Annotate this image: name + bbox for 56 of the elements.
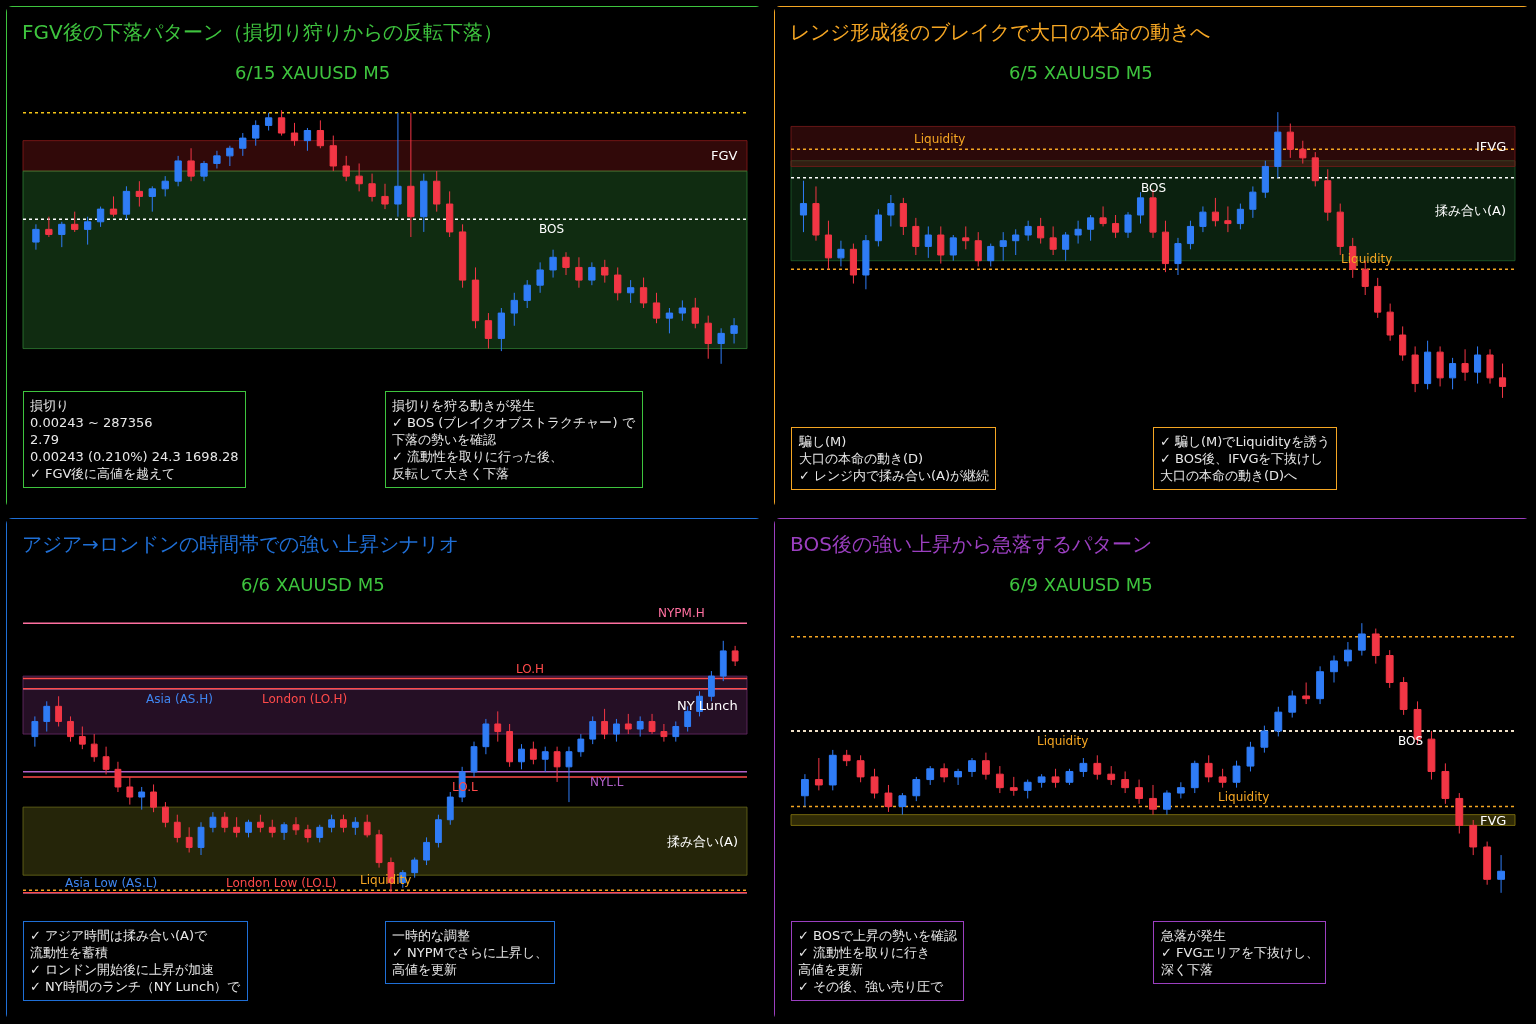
text: 流動性を蓄積 xyxy=(30,944,108,960)
text: ✓ 騙し(M)でLiquidityを誘う xyxy=(1160,434,1330,449)
text: ✓ その後、強い売り圧で xyxy=(798,978,945,994)
text: 0.00243 (0.210%) 24.3 1698.28 xyxy=(30,448,239,464)
text: 急落が発生 xyxy=(1160,928,1226,943)
text: 損切り xyxy=(30,398,69,413)
chart-subtitle: 6/9 XAUUSD M5 xyxy=(1009,574,1153,595)
ref-line-label: London Low (LO.L) xyxy=(226,876,337,890)
text: 一時的な調整 xyxy=(392,928,470,943)
text: ✓ FVGエリアを下抜けし、 xyxy=(1161,944,1320,960)
ref-line-label: Asia (AS.H) xyxy=(146,692,213,706)
ref-line-label: London (LO.H) xyxy=(262,692,348,706)
text: ✓ BOS (ブレイクオブストラクチャー) で xyxy=(392,414,636,430)
chart-title: FGV後の下落パターン（損切り狩りからの反転下落） xyxy=(22,19,503,44)
text: ✓ FGV後に高値を越えて xyxy=(30,465,176,481)
band-label: 揉み合い(A) xyxy=(667,834,739,849)
text: 反転して大きく下落 xyxy=(392,465,509,481)
ref-line-label: LO.H xyxy=(516,662,545,676)
text: 2.79 xyxy=(30,431,59,447)
ref-line-label: BOS xyxy=(1398,734,1424,748)
ref-line-label: BOS xyxy=(539,222,565,236)
chart-title: BOS後の強い上昇から急落するパターン xyxy=(790,531,1152,556)
text: ✓ レンジ内で揉み合い(A)が継続 xyxy=(799,467,990,483)
text: 騙し(M) xyxy=(798,434,847,449)
chart-subtitle: 6/15 XAUUSD M5 xyxy=(235,62,391,83)
text: ✓ 流動性を取りに行き xyxy=(798,944,931,960)
ref-line-label: BOS xyxy=(1141,181,1167,195)
text: 深く下落 xyxy=(1161,961,1213,977)
chart-subtitle: 6/5 XAUUSD M5 xyxy=(1009,62,1153,83)
text: 下落の勢いを確認 xyxy=(392,431,496,447)
chart-subtitle: 6/6 XAUUSD M5 xyxy=(241,574,385,595)
band-label: 揉み合い(A) xyxy=(1435,203,1507,218)
text: 大口の本命の動き(D) xyxy=(799,450,924,466)
text: 0.00243 ~ 287356 xyxy=(30,414,153,430)
ref-line-label: NYL.L xyxy=(590,775,624,789)
text: ✓ ロンドン開始後に上昇が加速 xyxy=(30,961,215,977)
text: 高値を更新 xyxy=(392,961,457,977)
text: 高値を更新 xyxy=(798,961,863,977)
ref-line-label: Liquidity xyxy=(914,132,966,146)
ref-line-label: NYPM.H xyxy=(658,606,705,620)
text: ✓ NYPMでさらに上昇し、 xyxy=(392,944,548,960)
text: ✓ NY時間のランチ（NY Lunch）で xyxy=(30,978,242,994)
text: 損切りを狩る動きが発生 xyxy=(392,398,535,413)
ref-line-label: Liquidity xyxy=(1218,790,1270,804)
band-label: FGV xyxy=(711,148,738,163)
text: ✓ 流動性を取りに行った後、 xyxy=(392,448,564,464)
band-label: IFVG xyxy=(1476,139,1507,154)
ref-line-label: Asia Low (AS.L) xyxy=(65,876,158,890)
text: ✓ BOS後、IFVGを下抜けし xyxy=(1160,450,1324,466)
text: ✓ アジア時間は揉み合い(A)で xyxy=(30,928,209,943)
chart-title: アジア→ロンドンの時間帯での強い上昇シナリオ xyxy=(22,531,459,556)
text: ✓ BOSで上昇の勢いを確認 xyxy=(798,928,958,943)
band-label: FVG xyxy=(1480,813,1507,828)
text: 大口の本命の動き(D)へ xyxy=(1160,467,1298,483)
chart-title: レンジ形成後のブレイクで大口の本命の動きへ xyxy=(790,19,1211,44)
ref-line-label: Liquidity xyxy=(1037,734,1089,748)
